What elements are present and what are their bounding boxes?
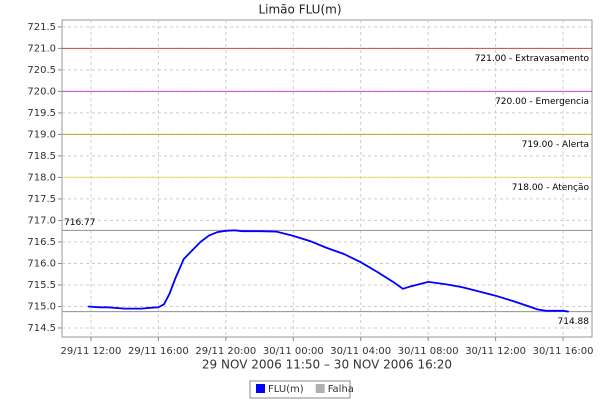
- x-tick-label: 29/11 12:00: [61, 346, 122, 357]
- legend-label: FLU(m): [268, 384, 304, 395]
- x-tick-label: 29/11 20:00: [195, 346, 256, 357]
- y-tick-label: 721.0: [27, 43, 56, 54]
- y-tick-label: 719.5: [27, 108, 56, 119]
- y-tick-label: 717.5: [27, 194, 56, 205]
- y-tick-label: 716.0: [27, 258, 56, 269]
- legend-swatch: [315, 384, 325, 393]
- reference-label: 718.00 - Atenção: [512, 183, 590, 193]
- y-tick-label: 717.0: [27, 215, 56, 226]
- reference-label: 719.00 - Alerta: [522, 140, 589, 150]
- y-tick-label: 718.5: [27, 151, 56, 162]
- y-tick-label: 719.0: [27, 129, 56, 140]
- y-tick-label: 715.5: [27, 280, 56, 291]
- chart-title: Limão FLU(m): [258, 3, 341, 17]
- x-tick-label: 30/11 00:00: [263, 346, 324, 357]
- x-tick-label: 30/11 16:00: [533, 346, 594, 357]
- plot-area: [61, 19, 593, 338]
- y-tick-label: 715.0: [27, 301, 56, 312]
- legend-box: [249, 380, 351, 399]
- data-line: [88, 229, 569, 313]
- reference-label: 720.00 - Emergencia: [495, 97, 589, 107]
- x-tick-label: 30/11 12:00: [465, 346, 526, 357]
- reference-label: 721.00 - Extravasamento: [475, 54, 590, 64]
- reference-label: 714.88: [558, 317, 590, 327]
- y-tick-label: 718.0: [27, 172, 56, 183]
- y-tick-label: 721.5: [27, 22, 56, 33]
- y-tick-label: 720.0: [27, 86, 56, 97]
- x-tick-label: 30/11 08:00: [398, 346, 459, 357]
- chart-subtitle: 29 NOV 2006 11:50 – 30 NOV 2006 16:20: [202, 358, 452, 372]
- y-tick-label: 716.5: [27, 237, 56, 248]
- legend-swatch: [256, 384, 265, 393]
- y-tick-label: 714.5: [27, 323, 56, 334]
- legend-label: Falha: [328, 384, 354, 395]
- reference-label: 716.77: [64, 218, 96, 228]
- x-tick-label: 29/11 16:00: [128, 346, 189, 357]
- x-tick-label: 30/11 04:00: [330, 346, 391, 357]
- y-tick-label: 720.5: [27, 65, 56, 76]
